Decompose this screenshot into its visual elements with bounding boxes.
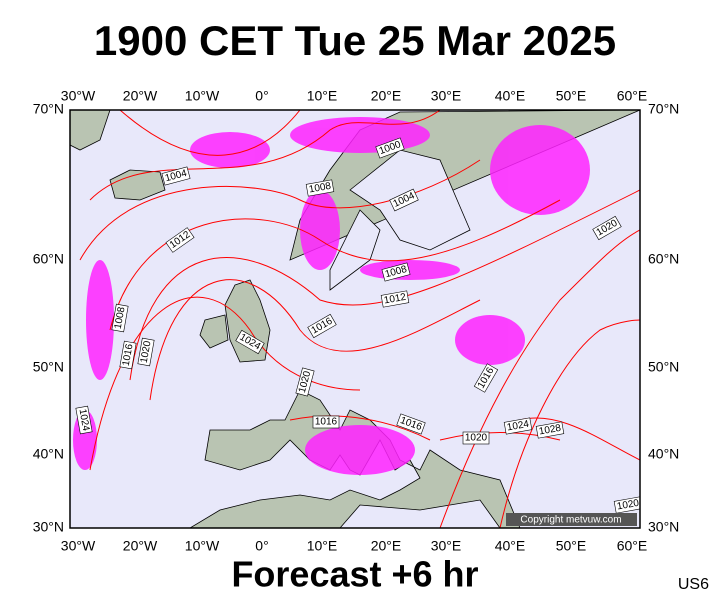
lon-label-bottom: 10°E xyxy=(307,538,338,554)
isobar-label-text: 1016 xyxy=(315,417,338,428)
lon-label-bottom: 10°W xyxy=(185,538,220,554)
lon-label-bottom: 40°E xyxy=(495,538,526,554)
isobar-label-text: 1024 xyxy=(506,419,530,434)
isobar-label-box xyxy=(305,179,335,197)
isobar-label-text: 1020 xyxy=(616,498,640,513)
lon-label-top: 30°W xyxy=(61,88,96,104)
isobar-label: 1020 xyxy=(137,337,155,367)
isobar-label-text: 1016 xyxy=(121,343,136,367)
lon-label-top: 40°E xyxy=(495,88,526,104)
lat-label-right: 50°N xyxy=(648,359,679,375)
isobar-label-box xyxy=(235,329,265,355)
lat-label-right: 40°N xyxy=(648,446,679,462)
isobar-label: 1028 xyxy=(535,421,565,439)
lat-label-left: 70°N xyxy=(33,101,64,117)
lat-label-left: 40°N xyxy=(33,446,64,462)
isobar-label-box xyxy=(161,166,191,186)
isobar-label: 1004 xyxy=(161,166,191,186)
lon-label-bottom: 0° xyxy=(255,538,268,554)
lon-label-bottom: 60°E xyxy=(617,538,648,554)
isobar-label-text: 1008 xyxy=(308,181,332,196)
isobar-label: 1016 xyxy=(119,340,137,370)
code: US6 xyxy=(678,576,709,593)
isobar-label-box xyxy=(295,367,315,397)
isobar-label: 1024 xyxy=(75,405,93,435)
lat-label-left: 60°N xyxy=(33,251,64,267)
lon-label-bottom: 30°W xyxy=(61,538,96,554)
lon-label-bottom: 30°E xyxy=(431,538,462,554)
isobar-label-box xyxy=(380,290,410,308)
isobar-label: 1020 xyxy=(613,496,640,514)
isobar-label-text: 1020 xyxy=(465,433,488,444)
isobar-label-text: 1028 xyxy=(538,423,562,438)
isobar-label: 1012 xyxy=(380,290,410,308)
lon-label-top: 60°E xyxy=(617,88,648,104)
lat-label-left: 50°N xyxy=(33,359,64,375)
footer: Forecast +6 hr xyxy=(231,554,478,595)
isobar-label-box xyxy=(137,337,155,367)
lat-label-right: 30°N xyxy=(648,519,679,535)
lat-label-right: 70°N xyxy=(648,101,679,117)
frame xyxy=(69,109,641,529)
copyright-box xyxy=(506,513,637,526)
isobar-label-box xyxy=(312,415,340,429)
lat-label-left: 30°N xyxy=(33,519,64,535)
lon-label-top: 20°E xyxy=(371,88,402,104)
lat-label-right: 60°N xyxy=(648,251,679,267)
lon-label-bottom: 50°E xyxy=(556,538,587,554)
isobar-label: 1016 xyxy=(312,415,340,429)
isobar-label: 1020 xyxy=(462,431,490,445)
isobar-label-text: 1020 xyxy=(139,340,154,364)
isobar-label-box xyxy=(119,340,137,370)
lon-label-top: 50°E xyxy=(556,88,587,104)
isobar-label-box xyxy=(503,417,533,435)
lon-label-bottom: 20°E xyxy=(371,538,402,554)
isobar-label: 1008 xyxy=(111,303,129,333)
isobar-label-box xyxy=(389,188,419,212)
isobar-label-box xyxy=(473,363,499,393)
isobar-label-box xyxy=(535,421,565,439)
lon-label-top: 30°E xyxy=(431,88,462,104)
isobars xyxy=(79,110,640,528)
isobar-label-text: 1008 xyxy=(113,306,128,330)
axes: 30°W 30°W 20°W 20°W 10°W 10°W 0° 0° 10°E 10°E 20°E… xyxy=(33,88,680,554)
lon-label-top: 0° xyxy=(255,88,268,104)
isobar-label-text: 1012 xyxy=(383,292,407,307)
isobar-label-box xyxy=(462,431,490,445)
isobar-label-box xyxy=(592,215,622,241)
copyright: Copyright metvuw.com xyxy=(520,515,621,526)
isobar-label: 1024 xyxy=(503,417,533,435)
isobar-label: 1008 xyxy=(305,179,335,197)
isobar-label: 1020 xyxy=(295,367,315,397)
isobar-label-box xyxy=(307,313,337,339)
isobar-label-box xyxy=(165,227,195,253)
isobar-label-box xyxy=(396,413,426,435)
isobar-label-text: 1024 xyxy=(77,408,92,432)
isobar-label-box xyxy=(381,262,411,282)
isobar-label-box xyxy=(613,496,640,514)
isobar-label-box xyxy=(75,405,93,435)
lon-label-top: 10°E xyxy=(307,88,338,104)
isobar-label: 1008 xyxy=(381,262,411,282)
lon-label-bottom: 20°W xyxy=(123,538,158,554)
title: 1900 CET Tue 25 Mar 2025 xyxy=(94,17,616,64)
lon-label-top: 10°W xyxy=(185,88,220,104)
isobar-label-box xyxy=(375,137,405,159)
lon-label-top: 20°W xyxy=(123,88,158,104)
isobar-label-box xyxy=(111,303,129,333)
